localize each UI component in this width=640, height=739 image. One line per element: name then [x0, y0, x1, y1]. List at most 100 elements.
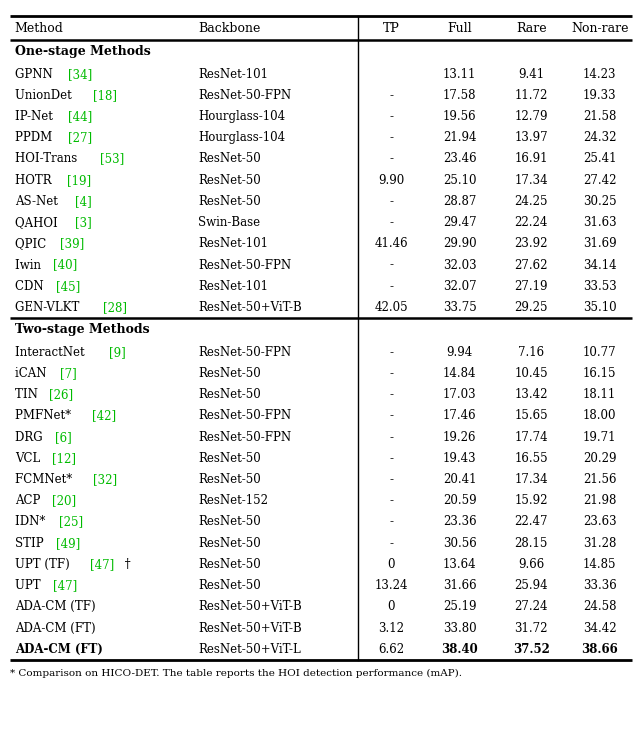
Text: 25.41: 25.41	[583, 152, 616, 166]
Text: 22.24: 22.24	[515, 216, 548, 229]
Text: -: -	[389, 516, 393, 528]
Text: 9.41: 9.41	[518, 68, 544, 81]
Text: 19.33: 19.33	[583, 89, 616, 102]
Text: ADA-CM (FT): ADA-CM (FT)	[15, 643, 102, 655]
Text: Method: Method	[15, 21, 63, 35]
Text: [12]: [12]	[52, 452, 76, 465]
Text: DRG: DRG	[15, 431, 46, 443]
Text: 37.52: 37.52	[513, 643, 550, 655]
Text: [39]: [39]	[60, 237, 84, 251]
Text: TP: TP	[383, 21, 399, 35]
Text: 35.10: 35.10	[583, 301, 616, 314]
Text: -: -	[389, 259, 393, 271]
Text: UPT (TF): UPT (TF)	[15, 558, 73, 571]
Text: QAHOI: QAHOI	[15, 216, 61, 229]
Text: 28.15: 28.15	[515, 537, 548, 550]
Text: 21.58: 21.58	[583, 110, 616, 123]
Text: GPNN: GPNN	[15, 68, 56, 81]
Text: 24.32: 24.32	[583, 132, 616, 144]
Text: 31.69: 31.69	[583, 237, 616, 251]
Text: ResNet-101: ResNet-101	[198, 68, 268, 81]
Text: 24.25: 24.25	[515, 195, 548, 208]
Text: 16.55: 16.55	[515, 452, 548, 465]
Text: 17.34: 17.34	[515, 473, 548, 486]
Text: 30.25: 30.25	[583, 195, 616, 208]
Text: ResNet-50-FPN: ResNet-50-FPN	[198, 431, 292, 443]
Text: ResNet-50+ViT-L: ResNet-50+ViT-L	[198, 643, 301, 655]
Text: 27.24: 27.24	[515, 600, 548, 613]
Text: 29.90: 29.90	[443, 237, 476, 251]
Text: -: -	[389, 452, 393, 465]
Text: ResNet-152: ResNet-152	[198, 494, 268, 507]
Text: 0: 0	[387, 600, 395, 613]
Text: HOTR: HOTR	[15, 174, 55, 187]
Text: ResNet-50: ResNet-50	[198, 516, 261, 528]
Text: 25.94: 25.94	[515, 579, 548, 592]
Text: -: -	[389, 89, 393, 102]
Text: [9]: [9]	[109, 346, 126, 359]
Text: IDN*: IDN*	[15, 516, 49, 528]
Text: 31.63: 31.63	[583, 216, 616, 229]
Text: 17.03: 17.03	[443, 388, 476, 401]
Text: -: -	[389, 431, 393, 443]
Text: CDN: CDN	[15, 280, 47, 293]
Text: [40]: [40]	[53, 259, 77, 271]
Text: [7]: [7]	[60, 367, 77, 380]
Text: Hourglass-104: Hourglass-104	[198, 132, 285, 144]
Text: 12.79: 12.79	[515, 110, 548, 123]
Text: 21.98: 21.98	[583, 494, 616, 507]
Text: [3]: [3]	[75, 216, 92, 229]
Text: [19]: [19]	[67, 174, 91, 187]
Text: 27.42: 27.42	[583, 174, 616, 187]
Text: FCMNet*: FCMNet*	[15, 473, 76, 486]
Text: ResNet-50: ResNet-50	[198, 367, 261, 380]
Text: 19.71: 19.71	[583, 431, 616, 443]
Text: 18.11: 18.11	[583, 388, 616, 401]
Text: ResNet-50: ResNet-50	[198, 174, 261, 187]
Text: 42.05: 42.05	[374, 301, 408, 314]
Text: [25]: [25]	[59, 516, 83, 528]
Text: HOI-Trans: HOI-Trans	[15, 152, 81, 166]
Text: 13.64: 13.64	[443, 558, 476, 571]
Text: 13.11: 13.11	[443, 68, 476, 81]
Text: Non-rare: Non-rare	[571, 21, 628, 35]
Text: Rare: Rare	[516, 21, 547, 35]
Text: 33.75: 33.75	[443, 301, 476, 314]
Text: 38.40: 38.40	[441, 643, 478, 655]
Text: [47]: [47]	[52, 579, 77, 592]
Text: 14.84: 14.84	[443, 367, 476, 380]
Text: [32]: [32]	[93, 473, 118, 486]
Text: 11.72: 11.72	[515, 89, 548, 102]
Text: 16.15: 16.15	[583, 367, 616, 380]
Text: 17.34: 17.34	[515, 174, 548, 187]
Text: ResNet-50: ResNet-50	[198, 152, 261, 166]
Text: ADA-CM (TF): ADA-CM (TF)	[15, 600, 95, 613]
Text: ResNet-50+ViT-B: ResNet-50+ViT-B	[198, 621, 302, 635]
Text: 29.47: 29.47	[443, 216, 476, 229]
Text: TIN: TIN	[15, 388, 42, 401]
Text: 32.07: 32.07	[443, 280, 476, 293]
Text: [20]: [20]	[52, 494, 76, 507]
Text: ResNet-50: ResNet-50	[198, 558, 261, 571]
Text: [47]: [47]	[90, 558, 115, 571]
Text: †: †	[122, 558, 131, 571]
Text: UnionDet: UnionDet	[15, 89, 76, 102]
Text: [27]: [27]	[68, 132, 92, 144]
Text: Two-stage Methods: Two-stage Methods	[15, 324, 149, 336]
Text: 38.66: 38.66	[581, 643, 618, 655]
Text: 33.36: 33.36	[583, 579, 616, 592]
Text: 31.28: 31.28	[583, 537, 616, 550]
Text: 20.59: 20.59	[443, 494, 476, 507]
Text: 31.72: 31.72	[515, 621, 548, 635]
Text: 19.26: 19.26	[443, 431, 476, 443]
Text: -: -	[389, 537, 393, 550]
Text: -: -	[389, 367, 393, 380]
Text: 0: 0	[387, 558, 395, 571]
Text: 13.24: 13.24	[374, 579, 408, 592]
Text: 23.92: 23.92	[515, 237, 548, 251]
Text: 18.00: 18.00	[583, 409, 616, 423]
Text: QPIC: QPIC	[15, 237, 50, 251]
Text: Hourglass-104: Hourglass-104	[198, 110, 285, 123]
Text: One-stage Methods: One-stage Methods	[15, 45, 150, 58]
Text: 15.65: 15.65	[515, 409, 548, 423]
